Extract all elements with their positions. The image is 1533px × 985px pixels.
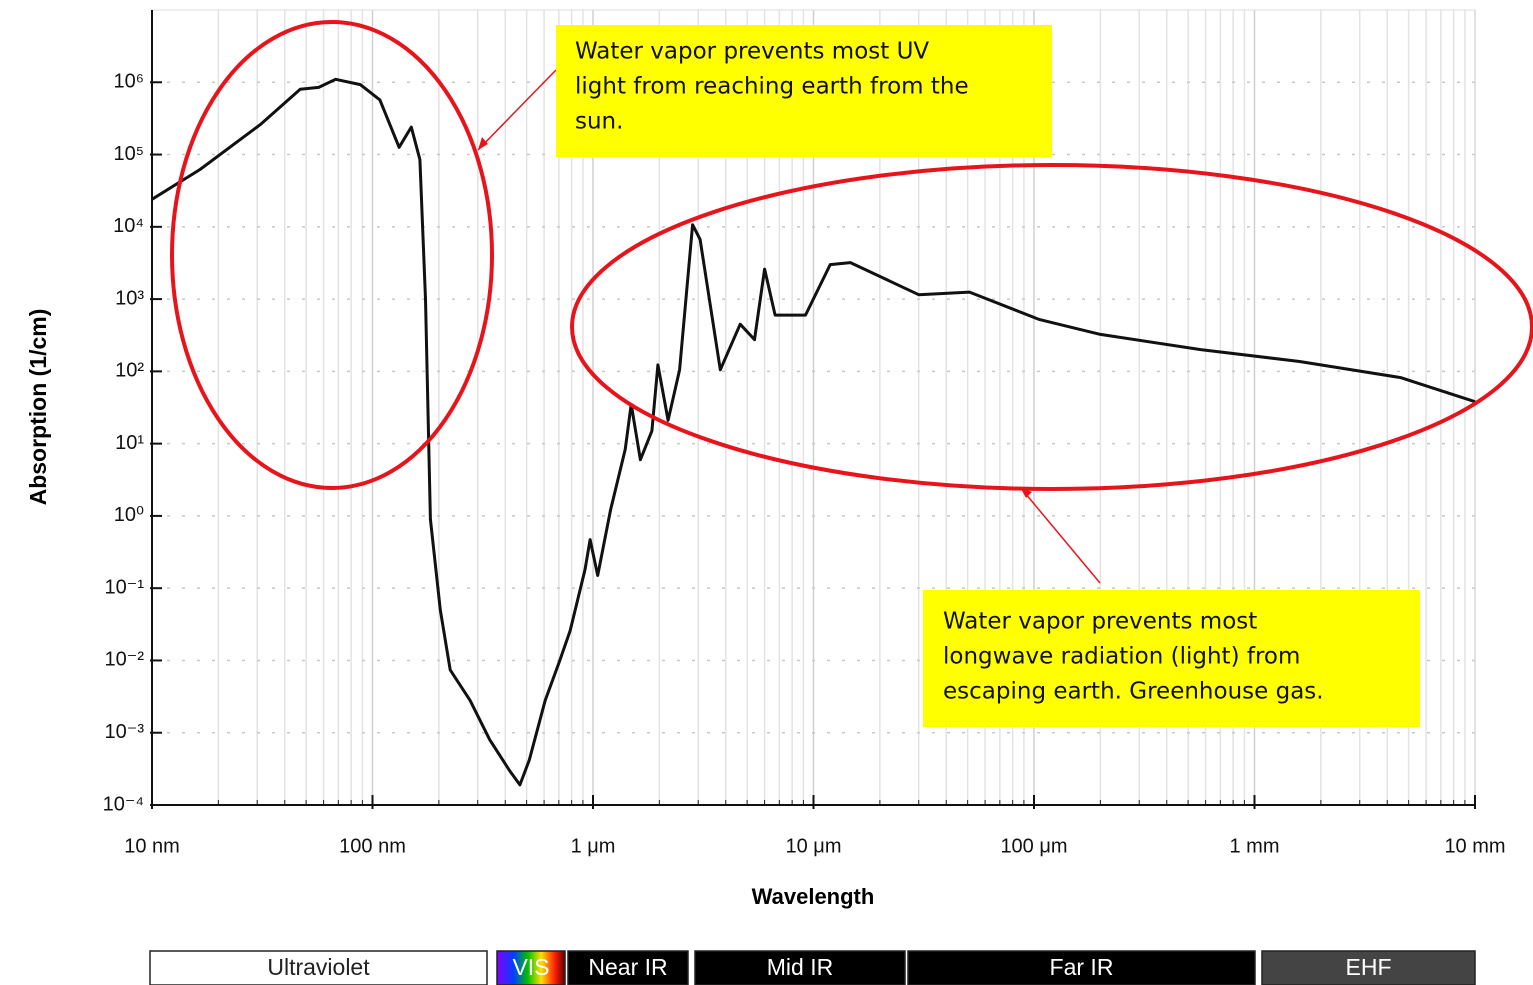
band-box xyxy=(149,950,488,985)
y-tick-label: 10³ xyxy=(115,287,144,309)
arrow-head xyxy=(478,137,488,150)
y-tick-label: 10⁴ xyxy=(113,215,144,237)
annotation-text: sun. xyxy=(575,109,623,135)
y-tick-label: 10² xyxy=(115,360,144,382)
annotation-text: Water vapor prevents most xyxy=(943,609,1257,635)
y-tick-label: 10⁻³ xyxy=(105,721,145,743)
x-tick-label: 10 μm xyxy=(786,835,842,857)
highlight-ellipse xyxy=(570,163,1533,491)
band-label: Ultraviolet xyxy=(267,954,370,980)
annotation-text: Water vapor prevents most UV xyxy=(575,39,929,65)
band-box xyxy=(1261,950,1476,985)
annotation-text: longwave radiation (light) from xyxy=(943,644,1300,670)
spectrum-bands: Ultraviolet VIS Near IR Mid IR Far IR EHF xyxy=(149,950,1476,985)
arrow xyxy=(477,69,557,151)
y-tick-label: 10⁻⁴ xyxy=(103,793,144,815)
band-label: Near IR xyxy=(588,954,667,980)
band-box xyxy=(567,950,689,985)
y-tick-label: 10⁻² xyxy=(105,649,145,671)
y-tick-label: 10⁻¹ xyxy=(105,576,145,598)
data-line xyxy=(151,77,1476,787)
annotations: Water vapor prevents most UV light from r… xyxy=(575,39,1324,705)
x-tick-label: 1 μm xyxy=(571,835,616,857)
band-label: VIS xyxy=(512,954,549,980)
band-box xyxy=(907,950,1256,985)
band-label: Far IR xyxy=(1050,954,1114,980)
y-tick-label: 10¹ xyxy=(115,432,144,454)
y-tick-label: 10⁰ xyxy=(114,504,144,526)
x-tick-label: 100 nm xyxy=(339,835,406,857)
y-axis-label: Absorption (1/cm) xyxy=(25,309,51,506)
band-label: Mid IR xyxy=(767,954,833,980)
x-tick-label: 10 nm xyxy=(124,835,180,857)
arrow-head xyxy=(1020,487,1032,498)
plot: 10 nm 100 nm 1 μm 10 μm 100 μm 1 mm 10 mm 10⁻⁴ 1… xyxy=(103,10,1506,857)
x-axis-label: Wavelength xyxy=(752,884,875,909)
annotation-text: light from reaching earth from the xyxy=(575,74,969,100)
annotation-text: escaping earth. Greenhouse gas. xyxy=(943,679,1324,705)
band-box xyxy=(496,950,566,985)
annotation-box xyxy=(923,590,1420,727)
band-label: EHF xyxy=(1346,954,1392,980)
y-tick-label: 10⁶ xyxy=(114,71,144,93)
band-box xyxy=(694,950,906,985)
x-tick-label: 100 μm xyxy=(1000,835,1067,857)
y-tick-label: 10⁵ xyxy=(113,143,144,165)
arrow xyxy=(1019,486,1101,584)
highlight-ellipse xyxy=(170,20,494,490)
x-tick-label: 1 mm xyxy=(1230,835,1280,857)
annotation-box xyxy=(556,25,1052,157)
x-tick-label: 10 mm xyxy=(1444,835,1505,857)
